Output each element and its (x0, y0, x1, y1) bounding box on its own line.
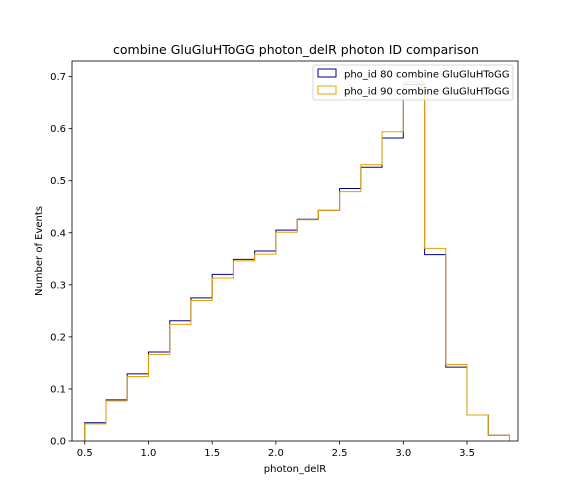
y-tick-label: 0.4 (50, 228, 66, 239)
y-tick-label: 0.2 (50, 332, 66, 343)
x-tick-label: 3.0 (395, 448, 411, 459)
y-tick-label: 0.3 (50, 280, 66, 291)
y-axis-label: Number of Events (34, 206, 45, 296)
chart-title: combine GluGluHToGG photon_delR photon I… (113, 42, 479, 57)
y-tick-label: 0.6 (50, 124, 66, 135)
legend: pho_id 80 combine GluGluHToGG pho_id 90 … (313, 65, 513, 100)
y-tick-label: 0.5 (50, 176, 66, 187)
y-tick-label: 0.7 (50, 72, 66, 83)
y-tick-label: 0.1 (50, 384, 66, 395)
x-tick-label: 2.0 (268, 448, 284, 459)
x-tick-label: 1.5 (204, 448, 220, 459)
legend-label-pho-id-80: pho_id 80 combine GluGluHToGG (344, 70, 509, 81)
x-tick-label: 3.5 (459, 448, 475, 459)
x-axis-label: photon_delR (264, 464, 326, 475)
y-tick-label: 0.0 (50, 437, 66, 448)
x-tick-label: 0.5 (77, 448, 93, 459)
legend-label-pho-id-90: pho_id 90 combine GluGluHToGG (344, 87, 509, 98)
x-tick-label: 2.5 (332, 448, 348, 459)
x-tick-label: 1.0 (141, 448, 157, 459)
